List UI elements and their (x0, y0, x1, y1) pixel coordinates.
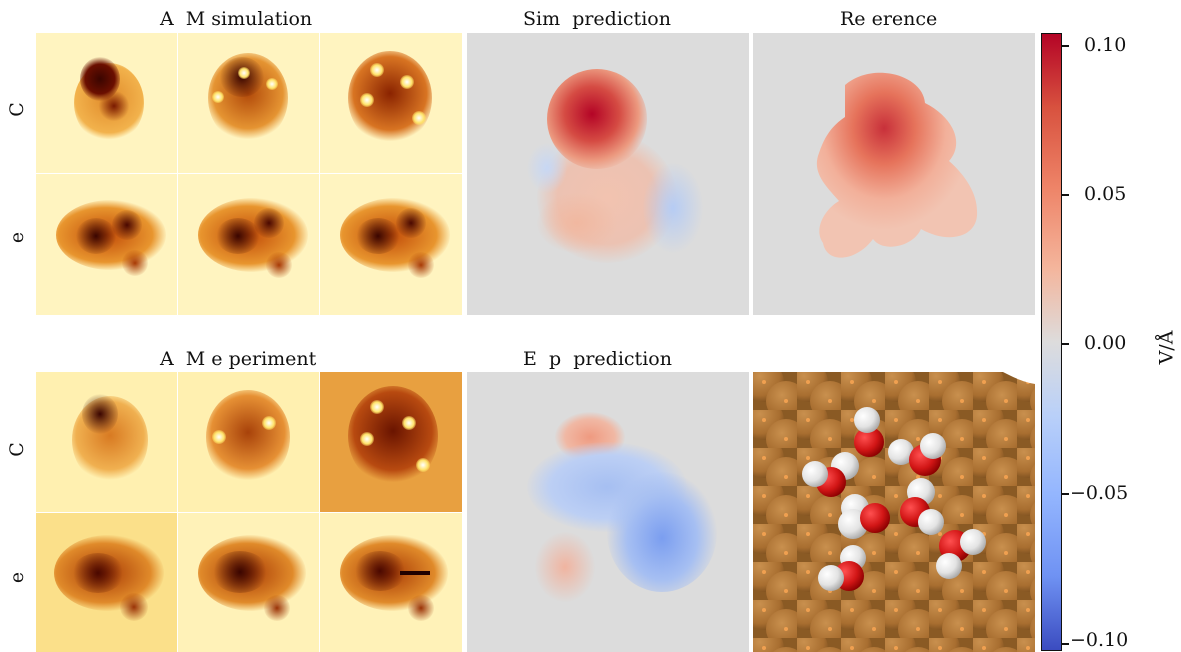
reference-title: Re erence (840, 8, 938, 30)
exp-prediction-title: E p prediction (523, 348, 672, 370)
colorbar-label-3: 0.00 (1084, 332, 1127, 354)
afm-experiment-title: A M e periment (160, 348, 317, 370)
row-label-exp-bottom: e (6, 571, 29, 584)
row-label-exp-top: C (5, 442, 28, 457)
colorbar-label-5: −0.10 (1070, 629, 1129, 651)
afm-sim-tile-c3 (320, 33, 462, 173)
sim-prediction-map (467, 33, 749, 315)
afm-sim-tile-e2 (178, 174, 319, 315)
exp-prediction-map (467, 372, 749, 652)
colorbar-tick-4 (1062, 493, 1069, 495)
colorbar (1041, 33, 1062, 651)
sim-prediction-title: Sim prediction (523, 8, 671, 30)
reference-shape (816, 72, 978, 258)
row-label-sim-bottom: e (6, 231, 29, 244)
colorbar-tick-5 (1062, 643, 1069, 645)
afm-experiment-grid (36, 372, 462, 652)
afm-sim-tile-e1 (36, 174, 177, 315)
row-label-sim-top: C (5, 102, 28, 117)
afm-sim-tile-e3 (320, 174, 462, 315)
afm-exp-tile-e3 (320, 513, 462, 652)
colorbar-label-2: 0.05 (1084, 183, 1127, 205)
afm-exp-tile-c1 (36, 372, 177, 512)
afm-simulation-grid (36, 33, 462, 315)
colorbar-tick-3 (1062, 343, 1069, 345)
colorbar-tick-2 (1062, 194, 1069, 196)
afm-exp-tile-e1 (36, 513, 177, 652)
copper-surface-molecule (753, 372, 1035, 652)
afm-exp-tile-c2 (178, 372, 319, 512)
colorbar-title: V/Å (1155, 330, 1178, 365)
afm-simulation-title: A M simulation (160, 8, 313, 30)
colorbar-tick-1 (1062, 45, 1069, 47)
afm-exp-tile-e2 (178, 513, 319, 652)
afm-sim-tile-c2 (178, 33, 319, 173)
reference-map (753, 33, 1035, 315)
afm-sim-tile-c1 (36, 33, 177, 173)
colorbar-label-4: −0.05 (1070, 482, 1129, 504)
molecule-structure-panel (753, 372, 1035, 652)
afm-exp-tile-c3 (320, 372, 462, 512)
colorbar-label-1: 0.10 (1084, 34, 1127, 56)
